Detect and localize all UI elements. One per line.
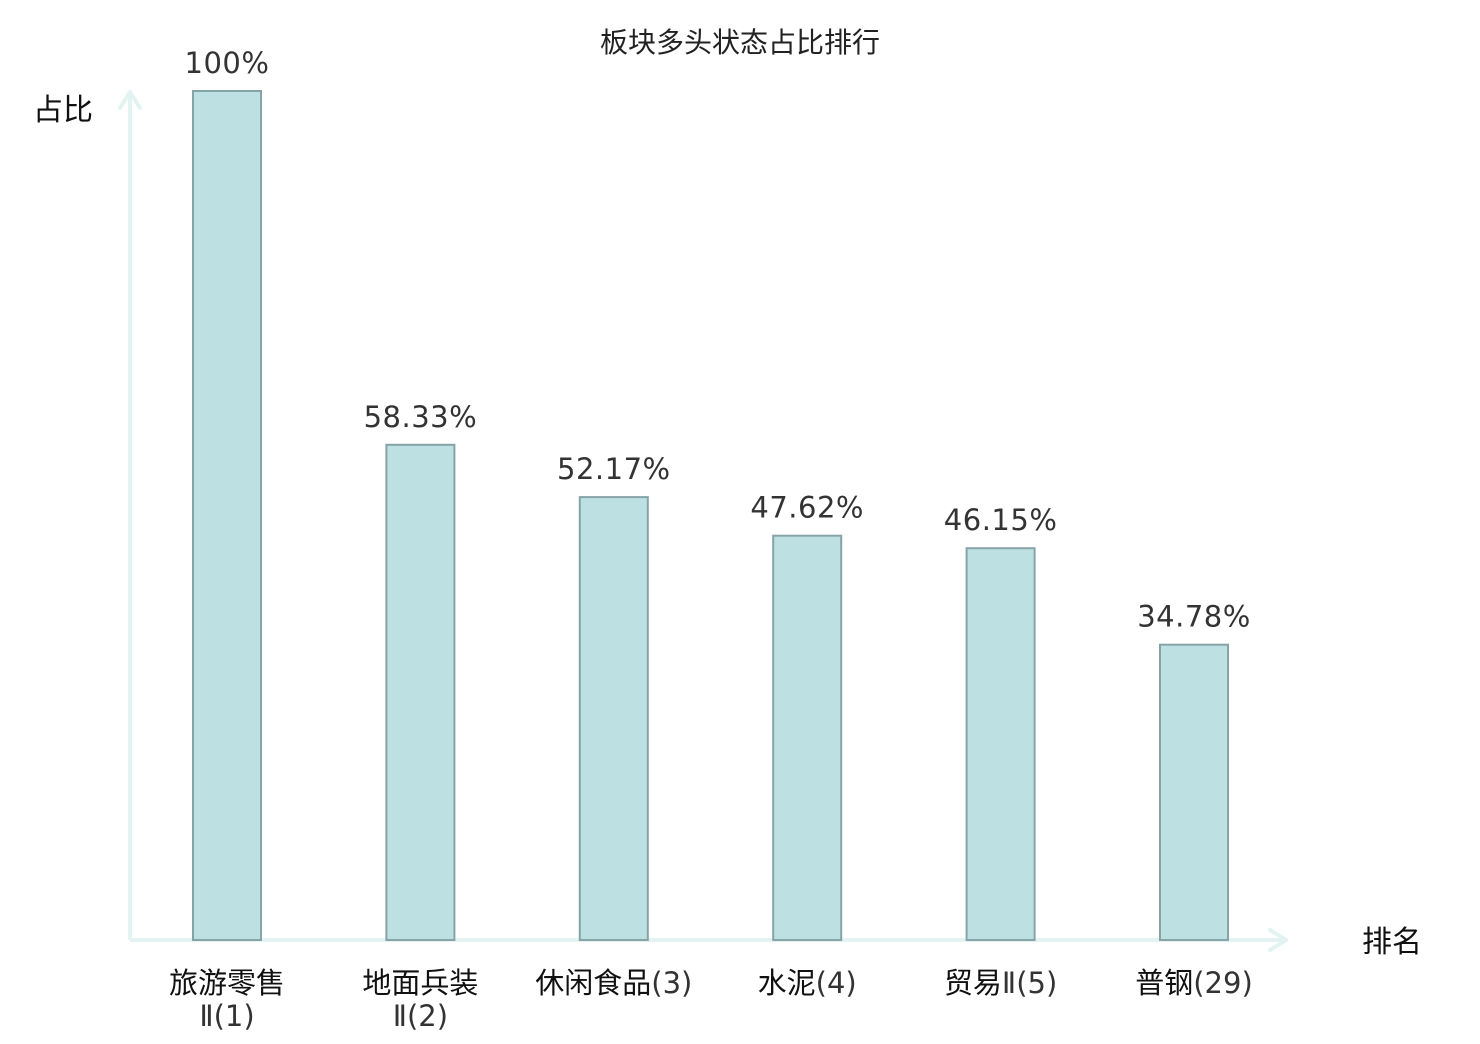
category-labels-group: 旅游零售 Ⅱ(1) 地面兵装 Ⅱ(2) 休闲食品(3) 水泥(4) 贸易Ⅱ(5) 普钢(29): [169, 966, 1253, 1033]
value-label-4: 47.62%: [750, 491, 864, 525]
value-labels-group: 100% 58.33% 52.17% 47.62% 46.15% 34.78%: [185, 46, 1251, 634]
x-axis-label: 排名: [1362, 925, 1422, 960]
category-label-2: 地面兵装 Ⅱ(2): [362, 966, 478, 1033]
value-label-1: 100%: [185, 46, 270, 80]
value-label-2: 58.33%: [364, 400, 478, 434]
category-rank-4: (4): [816, 966, 857, 1000]
category-name-4: 水泥: [758, 966, 816, 1000]
y-axis-arrow: [118, 90, 142, 110]
category-name-6: 普钢: [1135, 966, 1193, 1000]
category-label-4: 水泥(4): [758, 966, 857, 1000]
category-label-6: 普钢(29): [1135, 966, 1253, 1000]
bar-3: [578, 496, 649, 941]
chart-title: 板块多头状态占比排行: [600, 26, 880, 59]
category-name-2: 地面兵装: [362, 966, 478, 1000]
category-rank-5: Ⅱ(5): [1002, 966, 1057, 1000]
x-axis-arrow: [1268, 928, 1288, 952]
category-rank-1: Ⅱ(1): [199, 999, 254, 1033]
category-name-3: 休闲食品: [535, 966, 651, 1000]
bars-group: [192, 90, 1229, 941]
category-name-5: 贸易: [944, 966, 1002, 1000]
bar-2: [385, 443, 456, 941]
category-rank-6: (29): [1193, 966, 1253, 1000]
category-label-3: 休闲食品(3): [535, 966, 692, 1000]
category-name-1: 旅游零售: [169, 966, 285, 1000]
value-label-5: 46.15%: [944, 503, 1058, 537]
bar-4: [772, 534, 843, 941]
axes: [118, 90, 1288, 952]
category-rank-2: Ⅱ(2): [393, 999, 448, 1033]
bar-1: [192, 90, 262, 941]
category-rank-3: (3): [651, 966, 692, 1000]
value-label-6: 34.78%: [1137, 600, 1251, 634]
category-label-1: 旅游零售 Ⅱ(1): [169, 966, 285, 1033]
value-label-3: 52.17%: [557, 452, 671, 486]
bar-5: [965, 547, 1036, 941]
bar-6: [1159, 643, 1229, 941]
y-axis-label: 占比: [33, 93, 93, 128]
category-label-5: 贸易Ⅱ(5): [944, 966, 1057, 1000]
